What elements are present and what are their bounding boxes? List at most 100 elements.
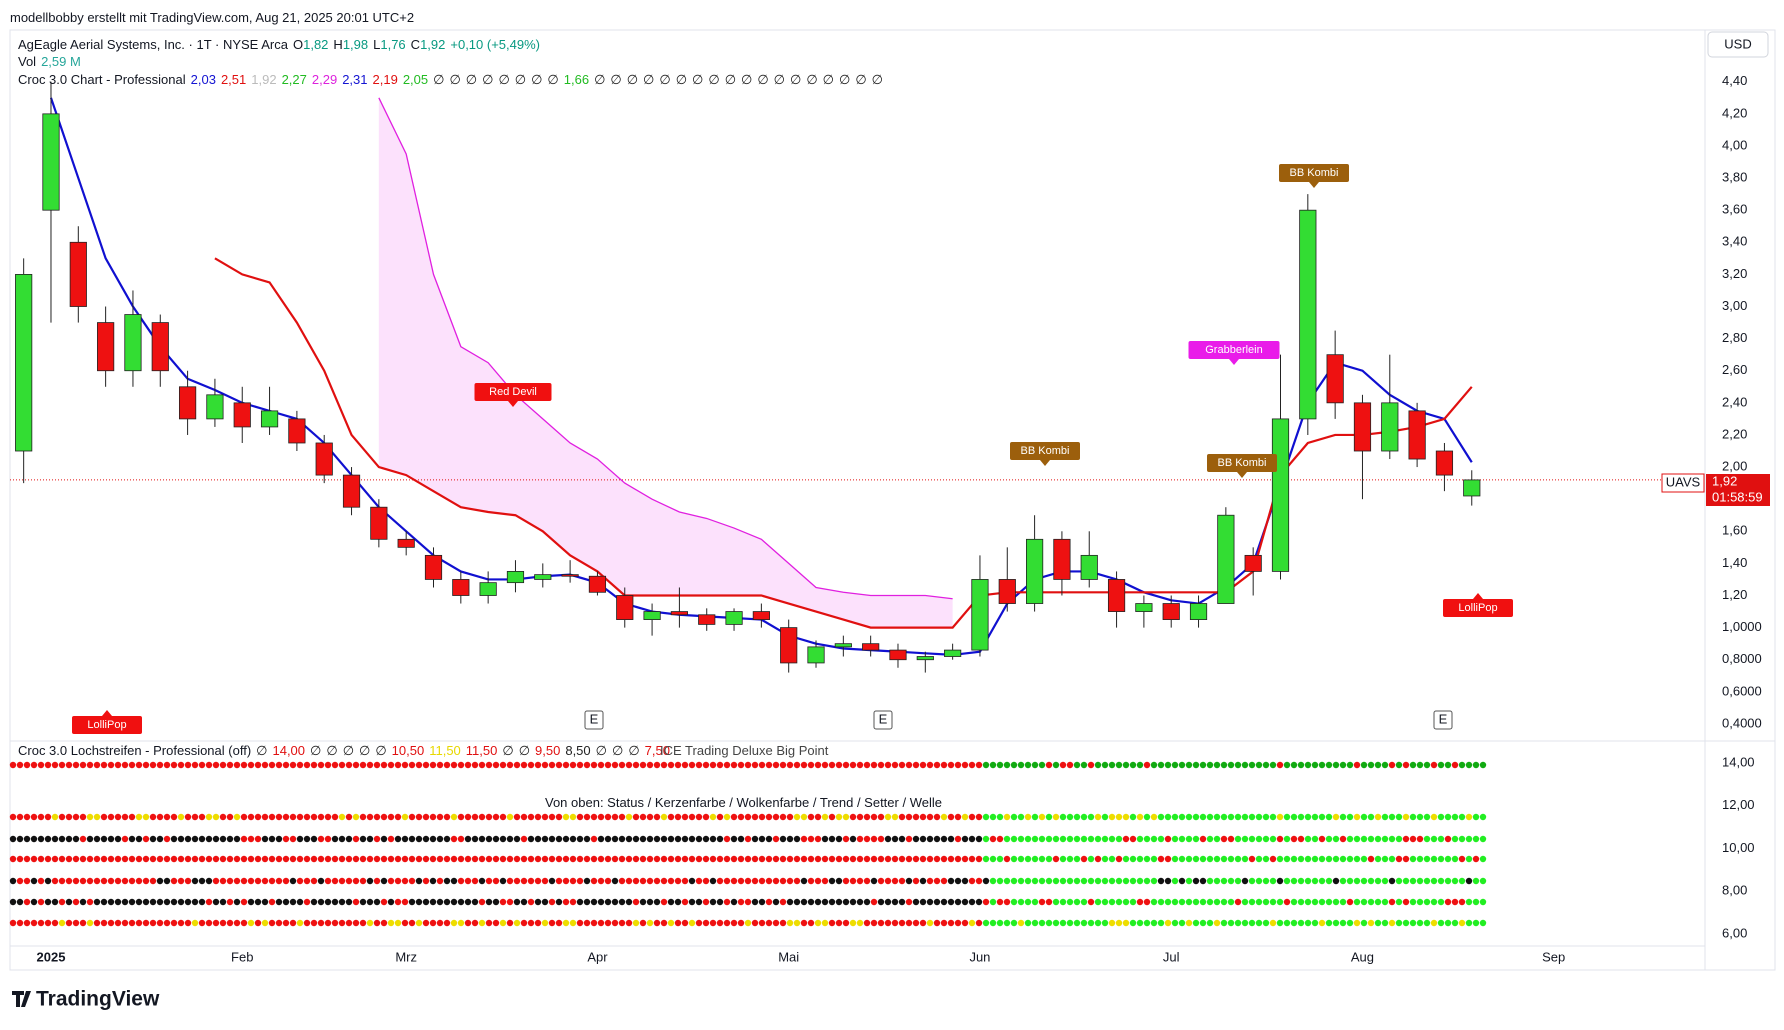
status-dot (1248, 898, 1256, 906)
status-dot (905, 855, 913, 863)
status-dot (681, 813, 689, 821)
status-dot (1262, 898, 1270, 906)
status-dot (884, 855, 892, 863)
status-dot (786, 835, 794, 843)
status-dot (9, 761, 17, 769)
status-dot (828, 813, 836, 821)
status-dot (674, 898, 682, 906)
status-dot (492, 855, 500, 863)
status-dot (170, 855, 178, 863)
status-dot (121, 855, 129, 863)
status-dot (310, 835, 318, 843)
status-dot (947, 855, 955, 863)
status-dot (541, 813, 549, 821)
status-dot (1045, 835, 1053, 843)
status-dot (954, 898, 962, 906)
status-dot (310, 761, 318, 769)
status-dot (674, 835, 682, 843)
indicator-value: 2,19 (372, 72, 398, 87)
status-dot (758, 855, 766, 863)
status-dot (345, 813, 353, 821)
indicator-value: ∅ (675, 72, 688, 87)
status-dot (1318, 919, 1326, 927)
status-dot (1192, 813, 1200, 821)
status-dot (926, 919, 934, 927)
status-dot (884, 877, 892, 885)
status-dot (1479, 919, 1487, 927)
candle-body (97, 322, 115, 372)
status-dot (464, 919, 472, 927)
status-dot (1024, 855, 1032, 863)
y-tick-label: 4,20 (1722, 105, 1747, 120)
status-dot (1395, 835, 1403, 843)
status-dot (1164, 855, 1172, 863)
status-dot (352, 835, 360, 843)
status-dot (1360, 761, 1368, 769)
status-dot (723, 877, 731, 885)
status-dot (821, 898, 829, 906)
status-dot (492, 835, 500, 843)
status-dot (485, 898, 493, 906)
status-dot (289, 813, 297, 821)
status-dot (828, 877, 836, 885)
status-dot (23, 855, 31, 863)
status-dot (1332, 761, 1340, 769)
status-dot (821, 855, 829, 863)
status-dot (1416, 855, 1424, 863)
status-dot (849, 835, 857, 843)
status-dot (149, 898, 157, 906)
status-dot (1031, 898, 1039, 906)
status-dot (611, 877, 619, 885)
status-dot (23, 877, 31, 885)
status-dot (1115, 919, 1123, 927)
status-dot (828, 919, 836, 927)
status-dot (1444, 855, 1452, 863)
status-dot (331, 898, 339, 906)
status-dot (891, 813, 899, 821)
status-dot (1269, 855, 1277, 863)
status-dot (1255, 761, 1263, 769)
status-dot (240, 835, 248, 843)
status-dot (58, 898, 66, 906)
status-dot (975, 919, 983, 927)
status-dot (744, 813, 752, 821)
status-dot (429, 813, 437, 821)
status-dot (1122, 877, 1130, 885)
candle-body (561, 574, 579, 577)
currency-box[interactable] (1707, 31, 1769, 58)
status-dot (646, 855, 654, 863)
status-dot (415, 877, 423, 885)
status-dot (198, 877, 206, 885)
status-dot (219, 835, 227, 843)
status-dot (828, 855, 836, 863)
status-dot (660, 813, 668, 821)
status-dot (499, 855, 507, 863)
status-dot (380, 877, 388, 885)
status-dot (660, 919, 668, 927)
status-dot (1136, 761, 1144, 769)
status-dot (86, 835, 94, 843)
status-dot (534, 898, 542, 906)
status-dot (219, 898, 227, 906)
candle-body (506, 571, 525, 584)
status-dot (198, 813, 206, 821)
status-dot (1479, 898, 1487, 906)
status-dot (1451, 835, 1459, 843)
earnings-label: E (1439, 711, 1448, 726)
status-dot (275, 813, 283, 821)
status-dot (387, 898, 395, 906)
status-dot (142, 835, 150, 843)
status-dot (1129, 898, 1137, 906)
status-dot (639, 835, 647, 843)
status-dot (513, 835, 521, 843)
status-dot (1290, 761, 1298, 769)
status-dot (177, 855, 185, 863)
status-dot (905, 919, 913, 927)
status-dot (1094, 761, 1102, 769)
indicator-value: ∅ (708, 72, 720, 87)
status-dot (884, 919, 892, 927)
status-dot (1479, 877, 1487, 885)
status-dot (1346, 877, 1354, 885)
status-dot (681, 919, 689, 927)
status-dot (156, 898, 164, 906)
